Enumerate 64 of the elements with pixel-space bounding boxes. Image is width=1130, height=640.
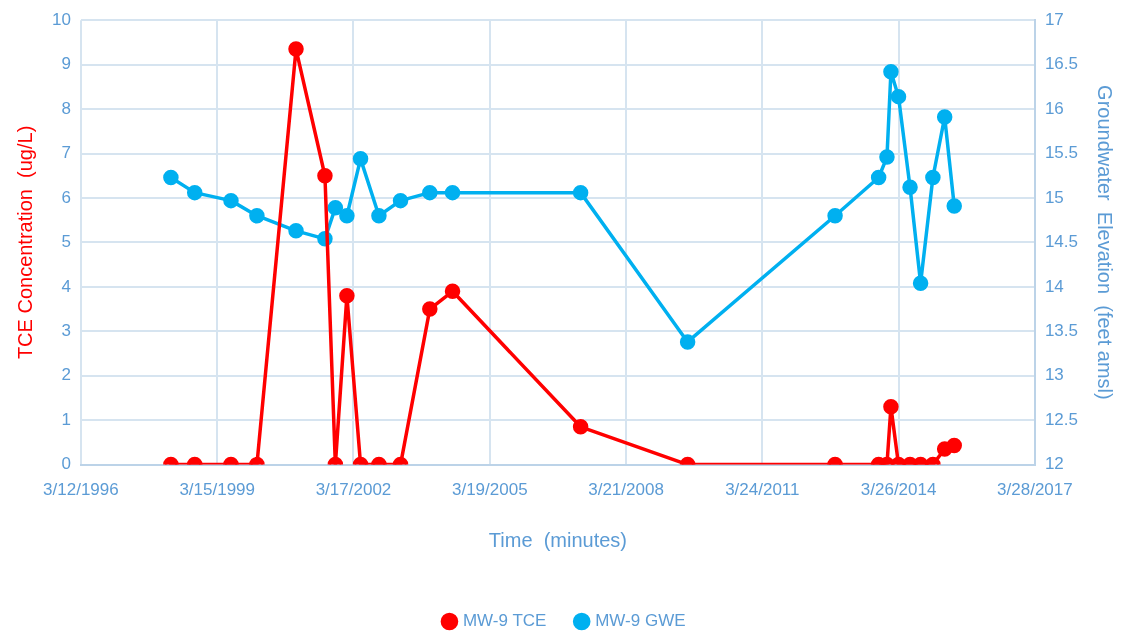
point xyxy=(392,192,409,209)
point xyxy=(422,184,438,201)
x-tick-label: 3/21/2008 xyxy=(588,480,664,500)
point xyxy=(352,151,369,167)
x-axis-title: Time (minutes) xyxy=(488,528,627,551)
point xyxy=(444,283,461,300)
legend-label: MW-9 GWE xyxy=(595,611,686,631)
point xyxy=(288,223,304,239)
y-tick-label: 10 xyxy=(51,9,71,29)
y2-tick-label: 17 xyxy=(1044,9,1064,29)
x-tick-label: 3/26/2014 xyxy=(860,480,937,500)
y2-tick-label: 16 xyxy=(1044,98,1064,118)
x-tick-label: 3/15/1999 xyxy=(179,480,256,500)
point xyxy=(679,334,696,350)
point xyxy=(912,275,929,292)
point xyxy=(870,169,887,186)
y2-tick-label: 12.5 xyxy=(1044,409,1079,429)
y-tick-label: 9 xyxy=(61,54,71,74)
x-tick-label: 3/19/2005 xyxy=(451,480,528,500)
x-tick-label: 3/28/2017 xyxy=(997,480,1073,500)
y2-tick-label: 14 xyxy=(1044,276,1064,296)
y2-tick-label: 13 xyxy=(1044,365,1064,385)
point xyxy=(925,169,941,186)
point xyxy=(339,207,355,224)
point xyxy=(890,88,907,105)
y-tick-label: 4 xyxy=(61,276,71,296)
y-tick-label: 8 xyxy=(61,98,71,118)
y-tick-label: 3 xyxy=(61,320,71,340)
y2-axis-title: Groundwater Elevation (feet amsl) xyxy=(1094,85,1117,400)
y2-tick-label: 16.5 xyxy=(1044,54,1079,74)
legend-label: MW-9 TCE xyxy=(462,611,547,631)
point xyxy=(371,207,387,224)
point xyxy=(936,109,953,125)
point xyxy=(163,169,179,186)
y-tick-label: 2 xyxy=(61,365,71,385)
x-tick-label: 3/12/1996 xyxy=(43,480,119,500)
point xyxy=(339,287,355,304)
x-tick-label: 3/17/2002 xyxy=(315,480,392,500)
point xyxy=(186,184,203,201)
x-tick-label: 3/24/2011 xyxy=(725,480,800,500)
y2-tick-label: 14.5 xyxy=(1044,232,1079,252)
point xyxy=(422,301,438,317)
point xyxy=(902,179,918,196)
y2-tick-label: 15.5 xyxy=(1044,143,1079,163)
y-tick-label: 6 xyxy=(61,187,71,207)
y2-tick-label: 12 xyxy=(1044,454,1064,474)
point xyxy=(317,167,333,184)
y-tick-label: 0 xyxy=(61,454,71,474)
y-tick-label: 1 xyxy=(61,409,71,429)
point xyxy=(572,184,589,201)
point xyxy=(883,64,899,80)
point xyxy=(879,149,895,165)
point xyxy=(327,199,344,216)
point xyxy=(827,207,843,224)
y2-tick-label: 15 xyxy=(1044,187,1064,207)
point xyxy=(249,207,265,224)
point xyxy=(288,41,304,57)
point xyxy=(946,198,962,214)
y-tick-label: 5 xyxy=(61,232,71,252)
y-tick-label: 7 xyxy=(61,143,71,163)
point xyxy=(444,184,461,201)
y2-tick-label: 13.5 xyxy=(1044,320,1079,340)
y-axis-title: TCE Concentration (ug/L) xyxy=(13,125,36,360)
point xyxy=(223,192,239,209)
